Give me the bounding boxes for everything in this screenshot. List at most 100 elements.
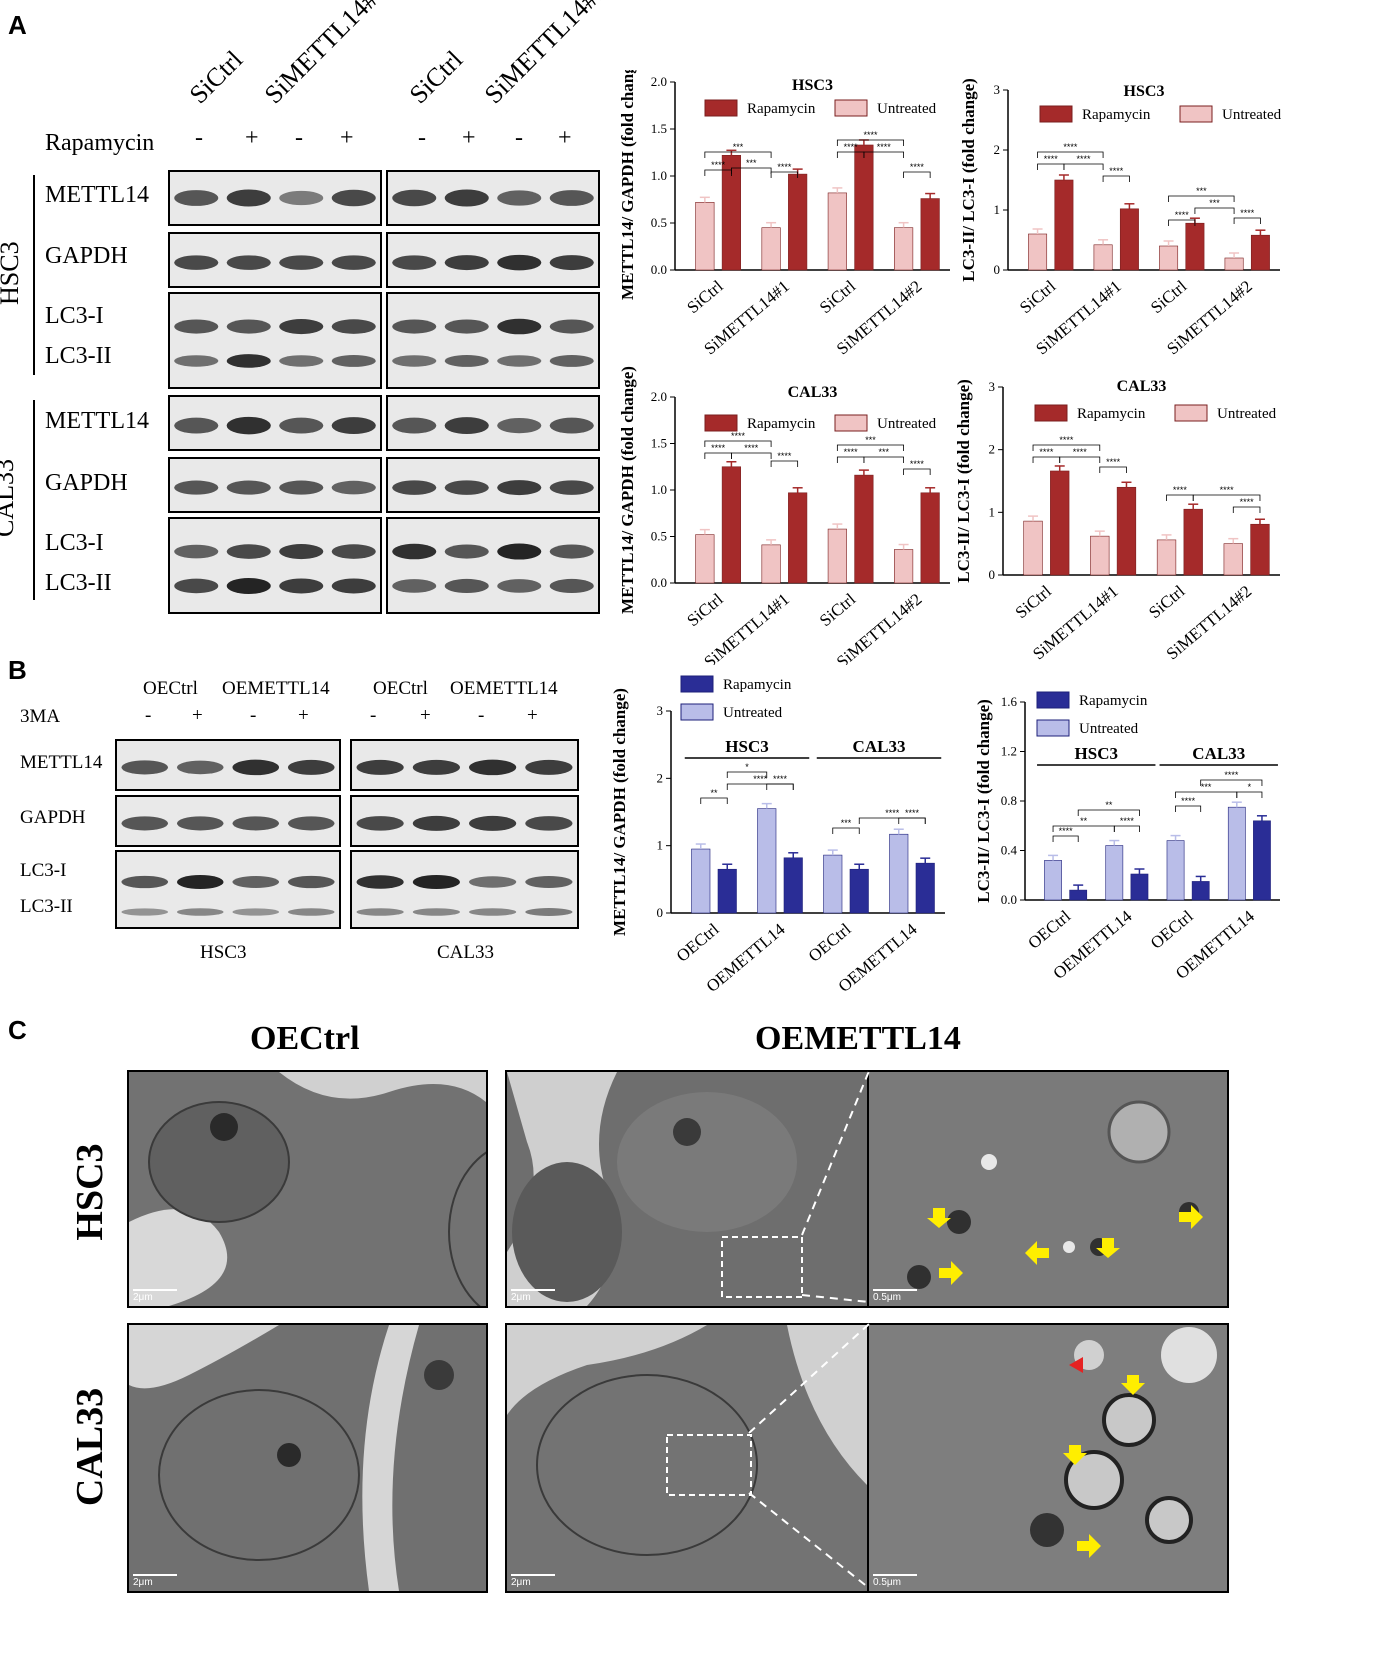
chart-oe-lc3: LC3-II/ LC3-I (fold change) 0.0 0.4 0.8 1.2 1… [975,691,1280,983]
blot-band [549,355,594,367]
blot-band [121,816,169,831]
blot-strip [350,739,579,791]
blot-band [226,480,271,495]
y-tick-label: 1.2 [1001,744,1017,759]
significance-bracket [700,797,728,804]
blot-band [174,544,219,559]
legend-label: Rapamycin [1082,107,1151,123]
bar [1183,508,1203,576]
significance-stars: **** [877,142,892,152]
significance-stars: **** [753,774,768,784]
significance-bracket [704,440,772,447]
blot-band [174,480,219,495]
y-tick-label: 1.5 [651,121,667,136]
significance-bracket [858,817,926,824]
blot-band [444,355,489,367]
em-row-title: CAL33 [69,1387,111,1507]
blot-band [356,875,404,889]
significance-stars: *** [746,158,757,168]
significance-bracket [903,171,931,178]
bar [1227,806,1246,901]
em-texture [869,1072,1227,1306]
legend-label: Rapamycin [1079,693,1148,709]
y-tick-label: 3 [994,82,1001,97]
significance-bracket [1059,456,1101,463]
significance-stars: **** [1059,826,1074,836]
chart-title: HSC3 [1124,83,1165,100]
legend-swatch [834,414,868,432]
y-tick-label: 1.0 [651,482,667,497]
blot-band [497,543,542,560]
bar [827,528,847,584]
y-tick-label: 0.5 [651,215,667,230]
legend-swatch [1174,404,1208,422]
blot-band [497,355,542,367]
significance-bracket [1233,217,1261,224]
blot-strip [168,457,382,513]
group-label: SiMETTL14#1 [258,0,393,110]
row-label: METTL14 [20,752,103,773]
blot-strip [386,457,600,513]
significance-bracket [726,783,794,790]
bar [889,833,909,914]
blot-band [176,908,224,916]
x-tick-label: OECtrl [673,919,723,965]
significance-stars: **** [844,142,859,152]
chart-title: CAL33 [788,384,838,401]
bar [1253,820,1271,901]
blot-band [232,816,280,831]
bar [1250,234,1270,271]
significance-bracket [704,151,772,158]
legend-swatch [1036,719,1070,737]
significance-stars: **** [1106,457,1121,467]
em-image-cal33-oectrl: 2μm [127,1323,488,1593]
blot-band [176,816,224,831]
y-tick-label: 0 [989,567,996,582]
blot-strip [168,170,382,226]
blot-band [392,543,437,560]
significance-bracket [1037,163,1065,170]
blot-band [412,875,460,889]
blot-band [121,875,169,889]
sign: + [462,125,476,151]
y-tick-label: 2.0 [651,389,667,404]
sign: - [295,125,303,151]
blot-band [226,544,271,559]
significance-stars: **** [910,162,925,172]
significance-stars: **** [1063,142,1078,152]
blot-band [412,908,460,916]
y-tick-label: 1.5 [651,436,667,451]
significance-bracket [770,460,799,467]
blot-band [226,577,271,594]
x-tick-label: SiCtrl [683,276,727,317]
x-tick-label: SiCtrl [1147,276,1191,317]
legend-label: Untreated [1079,721,1139,737]
significance-bracket [1166,494,1194,501]
blot-band [279,578,324,594]
y-tick-label: 1 [994,202,1001,217]
bar [695,202,715,271]
significance-bracket [1099,466,1127,473]
significance-stars: **** [1039,447,1054,457]
bar [854,474,874,584]
significance-bracket [1200,779,1263,786]
blot-strip [115,850,341,929]
legend-label: Rapamycin [723,677,792,693]
legend-label: Untreated [1217,406,1277,422]
blot-band [549,544,594,559]
group-title: HSC3 [725,737,768,756]
significance-stars: **** [910,459,925,469]
blot-band [226,319,271,334]
x-tick-label: SiCtrl [1016,276,1060,317]
panel-label-c: C [8,1015,27,1045]
legend-label: Rapamycin [747,101,816,117]
bar [721,155,741,271]
legend-swatch [704,99,738,117]
bar [1166,840,1185,901]
bar [1224,257,1244,271]
panel-label-b: B [8,655,27,685]
bar [1093,244,1113,271]
significance-bracket [1232,506,1261,513]
blot-band [469,815,517,831]
significance-bracket [863,151,904,158]
